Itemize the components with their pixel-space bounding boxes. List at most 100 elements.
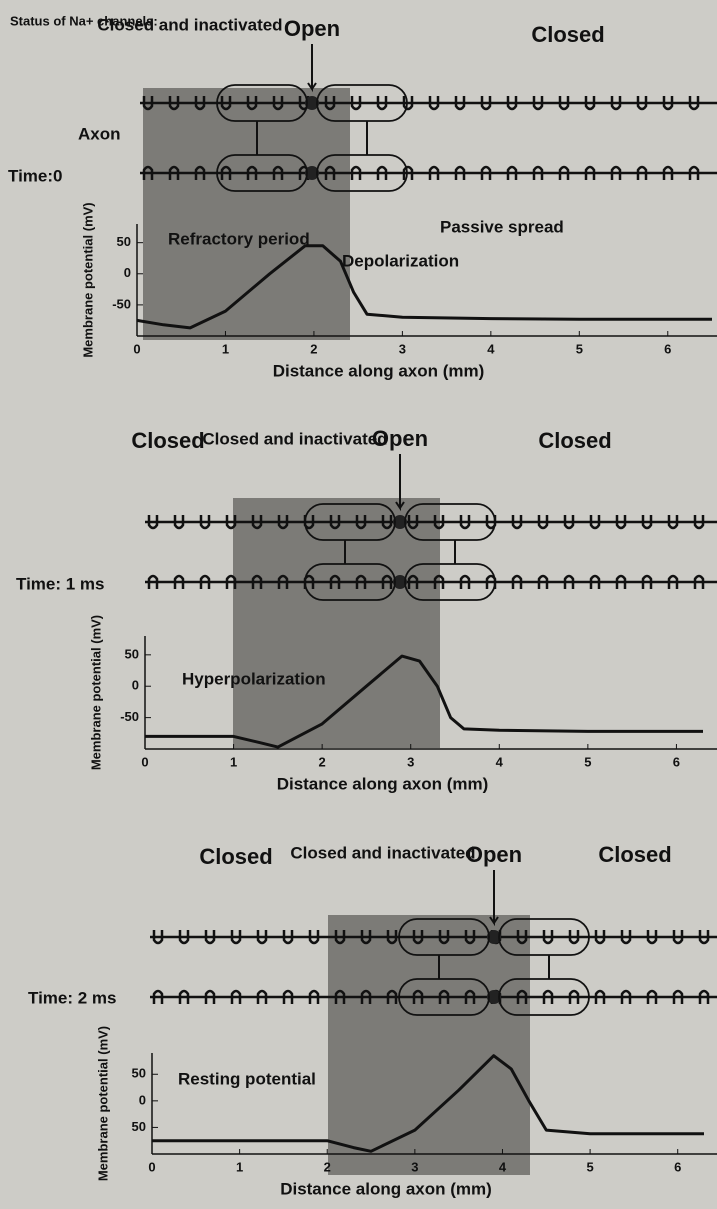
current-loop (304, 503, 396, 541)
channel (251, 574, 263, 589)
x-tick-label: 6 (673, 754, 680, 769)
channel (360, 930, 372, 945)
current-loop (398, 978, 490, 1016)
channel (412, 989, 424, 1004)
current-loop (216, 154, 308, 192)
channel (199, 574, 211, 589)
channel (563, 515, 575, 530)
channel (402, 165, 414, 180)
channel-state: Closed (531, 22, 604, 47)
open-channel (305, 166, 319, 180)
channel (220, 165, 232, 180)
channel (646, 989, 658, 1004)
annotation: Resting potential (178, 1069, 316, 1088)
y-tick-label: 50 (117, 234, 131, 249)
channel (454, 165, 466, 180)
current-loop (316, 84, 408, 122)
channel-state: Closed (598, 842, 671, 867)
open-channel (393, 575, 407, 589)
channel (282, 989, 294, 1004)
channel (376, 165, 388, 180)
channel (272, 96, 284, 111)
open-arrow (307, 44, 317, 93)
channel (168, 96, 180, 111)
channel (558, 96, 570, 111)
time-label: Time:0 (8, 166, 63, 185)
channel (672, 989, 684, 1004)
channel (464, 989, 476, 1004)
channel (407, 515, 419, 530)
annotation: Depolarization (342, 251, 459, 270)
channel (282, 930, 294, 945)
channel-state: Closed (199, 844, 272, 869)
x-tick-label: 4 (496, 754, 504, 769)
x-tick-label: 1 (230, 754, 237, 769)
current-loop (316, 154, 408, 192)
channel (438, 930, 450, 945)
current-loop (398, 918, 490, 956)
channel (350, 165, 362, 180)
channel (173, 515, 185, 530)
channel (433, 574, 445, 589)
channel (386, 989, 398, 1004)
x-tick-label: 0 (133, 341, 140, 356)
x-axis-label: Distance along axon (mm) (277, 774, 489, 793)
channel (256, 989, 268, 1004)
channel (454, 96, 466, 111)
channel (584, 165, 596, 180)
channel (542, 989, 554, 1004)
channel (142, 165, 154, 180)
channel (511, 574, 523, 589)
y-axis-label: Membrane potential (mV) (88, 615, 103, 770)
open-arrow (489, 870, 499, 927)
x-tick-label: 0 (148, 1159, 155, 1174)
channel (610, 96, 622, 111)
x-tick-label: 3 (407, 754, 414, 769)
channel (615, 515, 627, 530)
channel (428, 96, 440, 111)
channel (142, 96, 154, 111)
channel-state: Closed and inactivated (97, 15, 282, 34)
channel (355, 515, 367, 530)
time-label: Time: 1 ms (16, 574, 105, 593)
x-tick-label: 4 (487, 341, 495, 356)
channel (537, 574, 549, 589)
channel (568, 930, 580, 945)
channel (667, 574, 679, 589)
channel (532, 96, 544, 111)
channel (277, 574, 289, 589)
channel (641, 574, 653, 589)
open-arrow (395, 454, 405, 512)
open-channel (487, 990, 501, 1004)
channel (230, 989, 242, 1004)
channel (204, 989, 216, 1004)
channel (178, 930, 190, 945)
channel (220, 96, 232, 111)
channel (563, 574, 575, 589)
status-label: Status of Na+ channels: (10, 13, 158, 28)
channel (433, 515, 445, 530)
channel (402, 96, 414, 111)
channel (620, 930, 632, 945)
channel (511, 515, 523, 530)
channel (329, 515, 341, 530)
channel (178, 989, 190, 1004)
potential-curve (145, 654, 703, 749)
channel (480, 165, 492, 180)
channel (532, 165, 544, 180)
channel (459, 515, 471, 530)
y-tick-label: 50 (132, 1119, 146, 1134)
x-tick-label: 6 (664, 341, 671, 356)
channel (594, 989, 606, 1004)
channel-state: Closed and inactivated (202, 429, 387, 448)
channel (277, 515, 289, 530)
channel (589, 515, 601, 530)
x-tick-label: 5 (584, 754, 591, 769)
channel (620, 989, 632, 1004)
channel (225, 515, 237, 530)
channel (251, 515, 263, 530)
channel (428, 165, 440, 180)
channel-state: Closed (538, 428, 611, 453)
channel (147, 574, 159, 589)
